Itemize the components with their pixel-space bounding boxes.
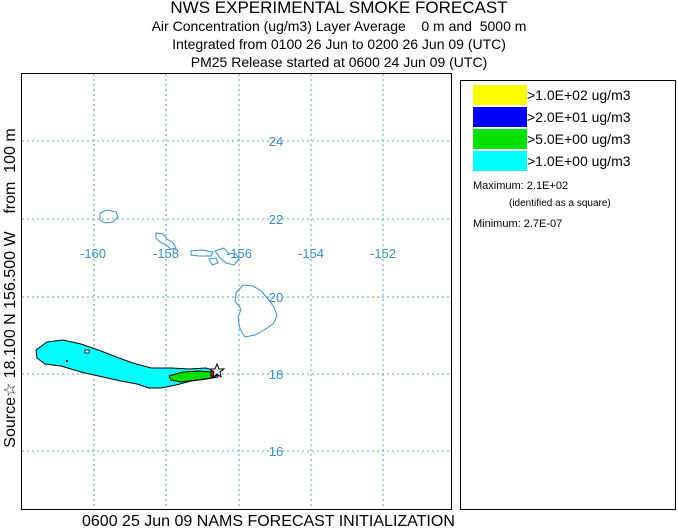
legend-label-1: >1.0E+00 ug/m3 — [527, 153, 631, 169]
smoke-plume — [35, 339, 226, 389]
lon-label: -158 — [153, 246, 179, 261]
lat-label: 16 — [269, 444, 283, 459]
legend-swatch-cyan — [473, 151, 527, 171]
plume-gap — [84, 349, 90, 354]
source-location-text: Source☆ 18.100 N 156.500 W from 100 m — [2, 128, 19, 448]
map-title: NWS EXPERIMENTAL SMOKE FORECAST — [170, 0, 508, 17]
legend-maximum: Maximum: 2.1E+02 — [473, 180, 569, 192]
smoke-forecast-map: -160 -158 -156 -154 -152 24 22 20 18 16 — [21, 73, 452, 510]
kauai-island — [99, 209, 119, 224]
oahu-island — [155, 232, 177, 250]
maui-island — [214, 247, 240, 266]
lon-label: -152 — [370, 246, 396, 261]
legend-swatch-green — [473, 129, 527, 149]
legend-swatch-yellow — [473, 85, 527, 105]
legend-label-20: >2.0E+01 ug/m3 — [527, 109, 631, 125]
lon-label: -154 — [298, 246, 324, 261]
lat-label: 24 — [269, 134, 283, 149]
map-border — [21, 73, 452, 510]
source-location-label: Source☆ 18.100 N 156.500 W from 100 m — [0, 66, 21, 512]
lat-label: 20 — [269, 290, 283, 305]
integration-period: Integrated from 0100 26 Jun to 0200 26 J… — [172, 36, 506, 52]
lanai-island — [208, 257, 219, 266]
lon-label: -160 — [80, 246, 106, 261]
concentration-description: Air Concentration (ug/m3) Layer Average … — [151, 18, 527, 34]
legend-swatch-blue — [473, 107, 527, 127]
lat-label: 22 — [269, 212, 283, 227]
release-start: PM25 Release started at 0600 24 Jun 09 (… — [190, 54, 488, 70]
legend-minimum: Minimum: 2.7E-07 — [473, 218, 563, 230]
molokai-island — [190, 249, 214, 257]
coastlines — [99, 209, 278, 338]
star-icon — [208, 362, 226, 379]
legend-panel: >1.0E+02 ug/m3 >2.0E+01 ug/m3 >5.0E+00 u… — [460, 80, 676, 510]
lat-label: 18 — [269, 367, 283, 382]
legend-label-100: >1.0E+02 ug/m3 — [527, 87, 631, 103]
lon-label: -156 — [226, 246, 252, 261]
legend-label-5: >5.0E+00 ug/m3 — [527, 131, 631, 147]
legend-maximum-note: (identified as a square) — [509, 198, 611, 209]
forecast-initialization: 0600 25 Jun 09 NAMS FORECAST INITIALIZAT… — [82, 513, 455, 530]
hawaii-big-island — [234, 284, 278, 338]
plume-speck — [66, 360, 68, 362]
